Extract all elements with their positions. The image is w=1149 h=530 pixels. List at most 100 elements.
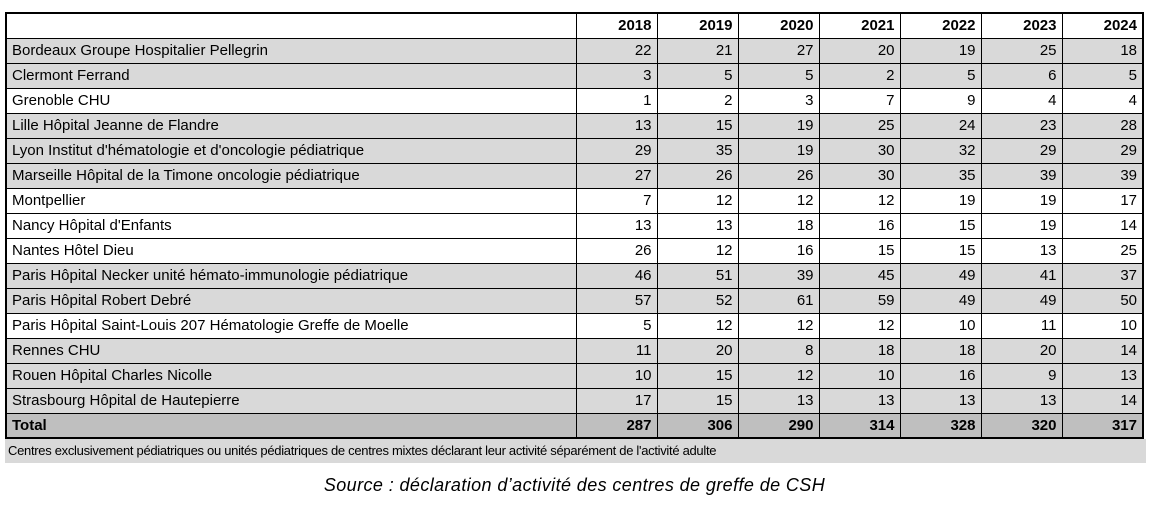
value-cell: 26 bbox=[575, 237, 658, 264]
value-cell: 19 bbox=[980, 187, 1063, 214]
value-cell: 25 bbox=[980, 37, 1063, 64]
header-row: 2018 2019 2020 2021 2022 2023 2024 bbox=[5, 12, 1144, 39]
table-body: Bordeaux Groupe Hospitalier Pellegrin 22 2… bbox=[5, 37, 1144, 439]
value-cell: 29 bbox=[1061, 137, 1144, 164]
value-cell: 28 bbox=[1061, 112, 1144, 139]
value-cell: 49 bbox=[899, 287, 982, 314]
value-cell: 15 bbox=[818, 237, 901, 264]
value-cell: 18 bbox=[899, 337, 982, 364]
value-cell: 314 bbox=[818, 412, 901, 439]
row-name-cell: Paris Hôpital Robert Debré bbox=[5, 287, 577, 314]
page: 2018 2019 2020 2021 2022 2023 2024 Bordeaux Gr… bbox=[0, 12, 1149, 530]
value-cell: 18 bbox=[737, 212, 820, 239]
value-cell: 22 bbox=[575, 37, 658, 64]
value-cell: 37 bbox=[1061, 262, 1144, 289]
value-cell: 15 bbox=[656, 387, 739, 414]
value-cell: 30 bbox=[818, 162, 901, 189]
row-name-cell: Montpellier bbox=[5, 187, 577, 214]
corner-cell bbox=[5, 12, 577, 39]
value-cell: 12 bbox=[737, 187, 820, 214]
value-cell: 23 bbox=[980, 112, 1063, 139]
value-cell: 13 bbox=[818, 387, 901, 414]
value-cell: 14 bbox=[1061, 387, 1144, 414]
value-cell: 13 bbox=[575, 112, 658, 139]
value-cell: 39 bbox=[1061, 162, 1144, 189]
value-cell: 4 bbox=[1061, 87, 1144, 114]
table-row: Clermont Ferrand 3 5 5 2 5 6 5 bbox=[5, 62, 1144, 89]
value-cell: 15 bbox=[656, 362, 739, 389]
value-cell: 10 bbox=[818, 362, 901, 389]
value-cell: 290 bbox=[737, 412, 820, 439]
value-cell: 13 bbox=[737, 387, 820, 414]
year-header: 2024 bbox=[1061, 12, 1144, 39]
value-cell: 11 bbox=[575, 337, 658, 364]
value-cell: 61 bbox=[737, 287, 820, 314]
value-cell: 15 bbox=[899, 237, 982, 264]
value-cell: 9 bbox=[980, 362, 1063, 389]
value-cell: 39 bbox=[980, 162, 1063, 189]
value-cell: 19 bbox=[899, 37, 982, 64]
value-cell: 35 bbox=[656, 137, 739, 164]
value-cell: 12 bbox=[818, 312, 901, 339]
value-cell: 17 bbox=[1061, 187, 1144, 214]
value-cell: 4 bbox=[980, 87, 1063, 114]
value-cell: 21 bbox=[656, 37, 739, 64]
value-cell: 18 bbox=[1061, 37, 1144, 64]
year-header: 2022 bbox=[899, 12, 982, 39]
row-name-cell: Bordeaux Groupe Hospitalier Pellegrin bbox=[5, 37, 577, 64]
row-name-cell: Marseille Hôpital de la Timone oncologie… bbox=[5, 162, 577, 189]
value-cell: 12 bbox=[737, 312, 820, 339]
value-cell: 17 bbox=[575, 387, 658, 414]
value-cell: 59 bbox=[818, 287, 901, 314]
table-row: Lille Hôpital Jeanne de Flandre 13 15 19 25 2… bbox=[5, 112, 1144, 139]
value-cell: 16 bbox=[899, 362, 982, 389]
year-header: 2021 bbox=[818, 12, 901, 39]
value-cell: 1 bbox=[575, 87, 658, 114]
value-cell: 2 bbox=[818, 62, 901, 89]
value-cell: 24 bbox=[899, 112, 982, 139]
table-row: Marseille Hôpital de la Timone oncologie… bbox=[5, 162, 1144, 189]
value-cell: 27 bbox=[737, 37, 820, 64]
value-cell: 46 bbox=[575, 262, 658, 289]
value-cell: 6 bbox=[980, 62, 1063, 89]
value-cell: 52 bbox=[656, 287, 739, 314]
value-cell: 15 bbox=[656, 112, 739, 139]
value-cell: 16 bbox=[737, 237, 820, 264]
value-cell: 30 bbox=[818, 137, 901, 164]
year-header: 2023 bbox=[980, 12, 1063, 39]
value-cell: 7 bbox=[575, 187, 658, 214]
value-cell: 16 bbox=[818, 212, 901, 239]
value-cell: 14 bbox=[1061, 212, 1144, 239]
value-cell: 32 bbox=[899, 137, 982, 164]
total-row: Total 287 306 290 314 328 320 317 bbox=[5, 412, 1144, 439]
value-cell: 5 bbox=[737, 62, 820, 89]
value-cell: 35 bbox=[899, 162, 982, 189]
value-cell: 12 bbox=[656, 312, 739, 339]
value-cell: 3 bbox=[737, 87, 820, 114]
activity-table: 2018 2019 2020 2021 2022 2023 2024 Bordeaux Gr… bbox=[5, 12, 1144, 439]
value-cell: 45 bbox=[818, 262, 901, 289]
year-header: 2018 bbox=[575, 12, 658, 39]
table-row: Paris Hôpital Saint-Louis 207 Hématologi… bbox=[5, 312, 1144, 339]
value-cell: 328 bbox=[899, 412, 982, 439]
value-cell: 25 bbox=[1061, 237, 1144, 264]
year-header: 2019 bbox=[656, 12, 739, 39]
value-cell: 13 bbox=[899, 387, 982, 414]
value-cell: 19 bbox=[737, 137, 820, 164]
row-name-cell: Total bbox=[5, 412, 577, 439]
table-row: Strasbourg Hôpital de Hautepierre 17 15 13 1… bbox=[5, 387, 1144, 414]
row-name-cell: Clermont Ferrand bbox=[5, 62, 577, 89]
value-cell: 3 bbox=[575, 62, 658, 89]
value-cell: 317 bbox=[1061, 412, 1144, 439]
table-row: Bordeaux Groupe Hospitalier Pellegrin 22 2… bbox=[5, 37, 1144, 64]
value-cell: 25 bbox=[818, 112, 901, 139]
value-cell: 18 bbox=[818, 337, 901, 364]
value-cell: 19 bbox=[980, 212, 1063, 239]
row-name-cell: Paris Hôpital Necker unité hémato-immuno… bbox=[5, 262, 577, 289]
value-cell: 41 bbox=[980, 262, 1063, 289]
value-cell: 10 bbox=[575, 362, 658, 389]
value-cell: 13 bbox=[575, 212, 658, 239]
value-cell: 13 bbox=[980, 387, 1063, 414]
value-cell: 287 bbox=[575, 412, 658, 439]
value-cell: 8 bbox=[737, 337, 820, 364]
